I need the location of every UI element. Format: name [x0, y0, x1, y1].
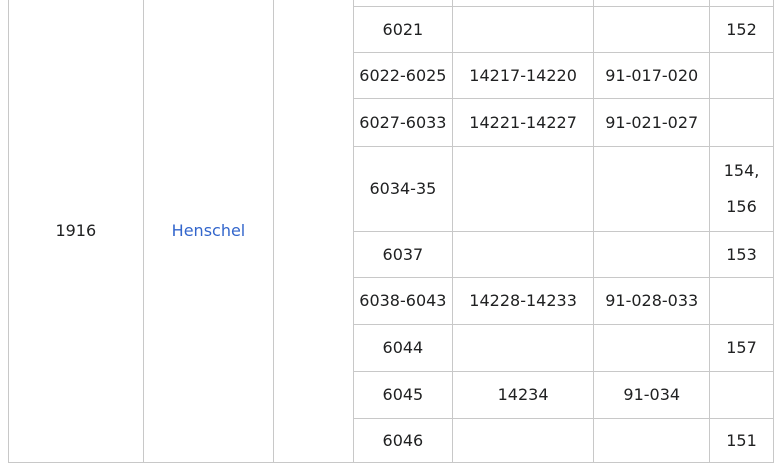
- table-row: 6038-6043 14228-14233 91-028-033: [9, 276, 774, 325]
- year-cell: 1916: [8, 0, 144, 463]
- ref-number-cell: 157: [709, 323, 774, 372]
- cutoff-row: 1916 Henschel: [8, 0, 774, 463]
- works-number-cell: 14217-14220: [451, 51, 595, 99]
- spacer-cell: [273, 0, 354, 463]
- renumber-cell: [593, 323, 711, 372]
- works-number-cell: [451, 323, 595, 372]
- renumber-cell: [593, 230, 711, 278]
- locomotive-table: 1916 Henschel 6021 152 6022-6025 14217: [8, 0, 774, 463]
- renumber-cell: 91-028-033: [593, 276, 711, 325]
- ref-number-cell: 153: [709, 230, 774, 278]
- ref-number-cell: 151: [709, 417, 774, 463]
- loco-number-cell: 6045: [353, 370, 453, 419]
- renumber-cell: [593, 5, 711, 53]
- renumber-cell: 91-017-020: [593, 51, 711, 99]
- loco-number-cell: 6038-6043: [353, 276, 453, 325]
- manufacturer-cell: Henschel: [142, 0, 275, 463]
- loco-number-cell: 6046: [353, 417, 453, 463]
- ref-number-cell: 152: [709, 5, 774, 53]
- works-number-cell: [451, 230, 595, 278]
- works-number-cell: [451, 145, 595, 232]
- table-row: 6021 152: [9, 5, 774, 53]
- table-row: 6034-35 154, 156: [9, 145, 774, 232]
- works-number-cell: 14221-14227: [451, 97, 595, 147]
- ref-number-cell: [709, 51, 774, 99]
- loco-number-cell: 6027-6033: [353, 97, 453, 147]
- renumber-cell: 91-021-027: [593, 97, 711, 147]
- table-row: 6046 151: [9, 417, 774, 463]
- ref-number-cell: [709, 97, 774, 147]
- loco-number-cell: 6022-6025: [353, 51, 453, 99]
- ref-number-cell: [709, 276, 774, 325]
- table-row: 6045 14234 91-034: [9, 370, 774, 419]
- works-number-cell: [451, 5, 595, 53]
- loco-number-cell: 6034-35: [353, 145, 453, 232]
- renumber-cell: 91-034: [593, 370, 711, 419]
- loco-number-cell: 6044: [353, 323, 453, 372]
- renumber-cell: [593, 145, 711, 232]
- ref-number-cell: 154, 156: [709, 145, 774, 232]
- table-row: 6027-6033 14221-14227 91-021-027: [9, 97, 774, 147]
- year-label: 1916: [55, 221, 97, 241]
- loco-number-cell: 6037: [353, 230, 453, 278]
- manufacturer-link[interactable]: Henschel: [171, 221, 246, 241]
- works-number-cell: [451, 417, 595, 463]
- works-number-cell: 14234: [451, 370, 595, 419]
- works-number-cell: 14228-14233: [451, 276, 595, 325]
- table-row: 6044 157: [9, 323, 774, 372]
- renumber-cell: [593, 417, 711, 463]
- ref-number-cell: [709, 370, 774, 419]
- loco-number-cell: 6021: [353, 5, 453, 53]
